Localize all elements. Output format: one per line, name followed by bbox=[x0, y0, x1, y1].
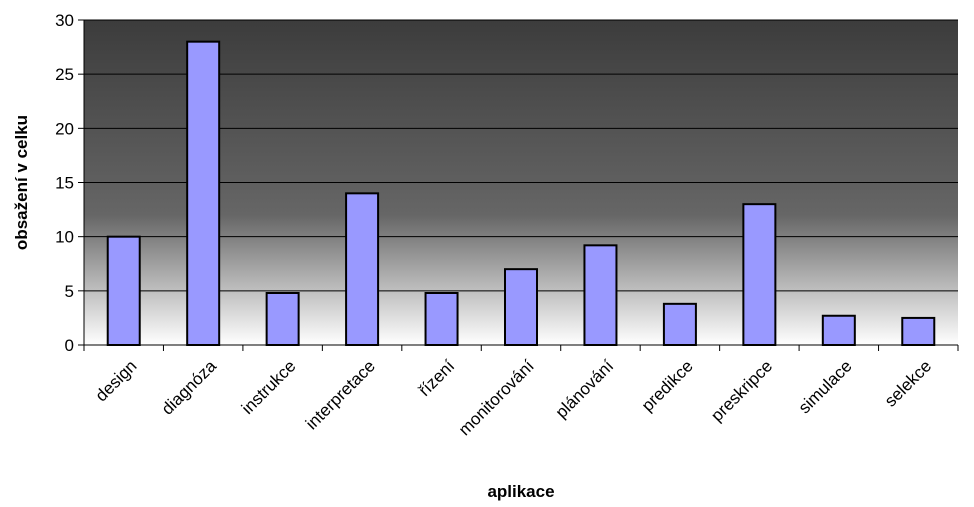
x-tick-label: diagnóza bbox=[158, 356, 221, 419]
bar-preskripce bbox=[742, 203, 777, 346]
x-tick-label: preskripce bbox=[707, 356, 776, 425]
bar-plánování bbox=[583, 244, 618, 346]
y-axis-title: obsažení v celku bbox=[12, 115, 31, 250]
x-tick-label: plánování bbox=[552, 356, 618, 422]
bar-interpretace bbox=[345, 192, 380, 346]
bar-predikce bbox=[662, 302, 697, 347]
bar-selekce bbox=[901, 316, 936, 346]
gridlines bbox=[84, 19, 958, 292]
axes bbox=[78, 19, 959, 351]
y-tick-label: 20 bbox=[55, 119, 74, 138]
y-tick-label: 10 bbox=[55, 228, 74, 247]
x-tick-label: monitorování bbox=[455, 356, 538, 439]
y-tick-label: 15 bbox=[55, 174, 74, 193]
x-tick-label: řízení bbox=[415, 356, 459, 400]
x-tick-label: interpretace bbox=[302, 356, 379, 433]
x-tick-label: predikce bbox=[638, 356, 697, 415]
bar-instrukce bbox=[265, 292, 300, 346]
x-tick-label: simulace bbox=[795, 356, 856, 417]
bar-design bbox=[106, 235, 141, 347]
y-tick-label: 25 bbox=[55, 65, 74, 84]
x-tick-label: selekce bbox=[881, 356, 935, 410]
bar-monitorování bbox=[504, 268, 538, 346]
y-tick-label: 30 bbox=[55, 11, 74, 30]
x-tick-label: instrukce bbox=[238, 356, 300, 418]
y-tick-label: 0 bbox=[65, 336, 74, 355]
bar-diagnóza bbox=[186, 40, 221, 347]
x-tick-label: design bbox=[92, 356, 141, 405]
bar-řízení bbox=[424, 292, 459, 346]
bars bbox=[106, 40, 936, 347]
x-axis-title: aplikace bbox=[487, 482, 554, 501]
bar-simulace bbox=[821, 314, 856, 346]
y-tick-label: 5 bbox=[65, 282, 74, 301]
